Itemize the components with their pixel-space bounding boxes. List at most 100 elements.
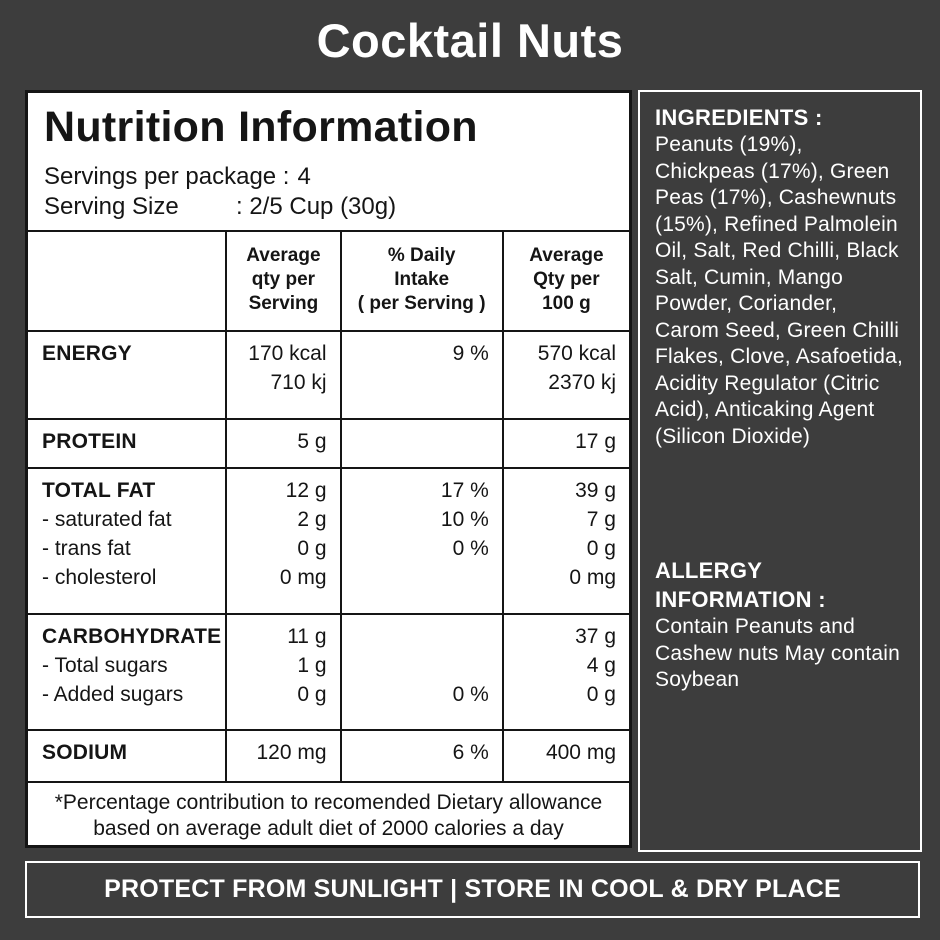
- value-line: 4 g: [586, 654, 616, 677]
- nutrient-subname: - Total sugars: [42, 654, 168, 677]
- value-line: 0 g: [586, 683, 616, 706]
- nutrition-panel: Nutrition Information Servings per packa…: [25, 90, 632, 849]
- value-line: 2 g: [297, 508, 327, 531]
- daily-intake-cell: 17 % 10 % 0 %: [339, 467, 504, 615]
- header-line: Average: [529, 245, 604, 266]
- value-line: 120 mg: [256, 741, 327, 764]
- nutrition-panel-header: Nutrition Information Servings per packa…: [28, 93, 629, 222]
- qty-100g-cell: 37 g 4 g 0 g: [501, 613, 629, 731]
- value-line: 0 g: [297, 683, 327, 706]
- allergy-section: ALLERGY INFORMATION : Contain Peanuts an…: [655, 556, 905, 694]
- header-line: Intake: [394, 269, 450, 290]
- nutrition-heading: Nutrition Information: [44, 103, 478, 151]
- nutrient-subname: - trans fat: [42, 537, 131, 560]
- value-line: 11 g: [287, 625, 327, 648]
- spacer: [289, 162, 297, 192]
- footnote-line: based on average adult diet of 2000 calo…: [93, 817, 564, 840]
- header-line: Serving: [248, 293, 319, 314]
- nutrient-name-cell: PROTEIN: [28, 418, 228, 469]
- servings-per-package-line: Servings per package : 4: [44, 162, 613, 192]
- header-line: Qty per: [533, 269, 600, 290]
- allergy-heading-line: INFORMATION :: [655, 587, 826, 612]
- value-line: 9 %: [452, 342, 489, 365]
- allergy-heading-line: ALLERGY: [655, 558, 763, 583]
- value-line: 0 mg: [279, 566, 327, 589]
- table-row-total-fat: TOTAL FAT - saturated fat - trans fat - …: [28, 467, 629, 615]
- qty-serving-cell: 5 g: [225, 418, 342, 469]
- value-line: [342, 427, 489, 456]
- nutrient-name-cell: ENERGY: [28, 330, 228, 420]
- footnote-cell: *Percentage contribution to recomended D…: [28, 781, 629, 849]
- table-row-protein: PROTEIN 5 g 17 g: [28, 418, 629, 469]
- ingredients-heading: INGREDIENTS :: [655, 105, 823, 130]
- value-line: 7 g: [586, 508, 616, 531]
- value-line: 6 %: [452, 741, 489, 764]
- qty-100g-cell: 17 g: [501, 418, 629, 469]
- value-line: 2370 kj: [548, 371, 616, 394]
- table-row-carbohydrate: CARBOHYDRATE - Total sugars - Added suga…: [28, 613, 629, 731]
- value-line: [342, 651, 489, 680]
- qty-serving-cell: 12 g 2 g 0 g 0 mg: [225, 467, 342, 615]
- nutrient-name-cell: TOTAL FAT - saturated fat - trans fat - …: [28, 467, 228, 615]
- value-line: 570 kcal: [537, 342, 616, 365]
- value-line: 1 g: [297, 654, 327, 677]
- nutrient-name-cell: SODIUM: [28, 729, 228, 783]
- table-row-energy: ENERGY 170 kcal 710 kj 9 % 570 kcal 2370…: [28, 330, 629, 420]
- qty-serving-cell: 170 kcal 710 kj: [225, 330, 342, 420]
- value-line: 0 mg: [569, 566, 616, 589]
- nutrient-name: TOTAL FAT: [42, 479, 156, 502]
- storage-notice-text: PROTECT FROM SUNLIGHT | STORE IN COOL & …: [104, 875, 841, 903]
- nutrition-table: Average qty per Serving % Daily Intake (…: [28, 230, 629, 849]
- qty-100g-cell: 39 g 7 g 0 g 0 mg: [501, 467, 629, 615]
- serving-size-value: : 2/5 Cup (30g): [236, 193, 397, 220]
- nutrient-name: PROTEIN: [42, 430, 137, 453]
- value-line: 17 %: [440, 479, 489, 502]
- value-line: 400 mg: [545, 741, 616, 764]
- nutrient-subname: - saturated fat: [42, 508, 172, 531]
- serving-size-line: Serving Size : 2/5 Cup (30g): [44, 192, 613, 222]
- servings-per-package-label: Servings per package :: [44, 163, 290, 190]
- storage-notice-bar: PROTECT FROM SUNLIGHT | STORE IN COOL & …: [25, 861, 920, 918]
- value-line: 0 %: [452, 683, 489, 706]
- table-footnote-row: *Percentage contribution to recomended D…: [28, 781, 629, 849]
- nutrient-subname: - cholesterol: [42, 566, 157, 589]
- product-title: Cocktail Nuts: [316, 14, 624, 67]
- header-line: Average: [246, 245, 321, 266]
- value-line: [342, 563, 489, 592]
- header-cell-empty: [28, 230, 228, 332]
- serving-size-label: Serving Size: [44, 193, 179, 220]
- header-line: qty per: [251, 269, 316, 290]
- header-line: 100 g: [542, 293, 591, 314]
- nutrient-name-cell: CARBOHYDRATE - Total sugars - Added suga…: [28, 613, 228, 731]
- servings-per-package-value: 4: [297, 163, 311, 190]
- value-line: 0 g: [297, 537, 327, 560]
- value-line: 710 kj: [270, 371, 327, 394]
- value-line: 10 %: [440, 508, 489, 531]
- header-cell-qty-100g: Average Qty per 100 g: [501, 230, 629, 332]
- value-line: [342, 622, 489, 651]
- daily-intake-cell: 6 %: [339, 729, 504, 783]
- value-line: 17 g: [575, 430, 616, 453]
- value-line: 39 g: [575, 479, 616, 502]
- table-row-sodium: SODIUM 120 mg 6 % 400 mg: [28, 729, 629, 783]
- value-line: 0 %: [452, 537, 489, 560]
- qty-serving-cell: 11 g 1 g 0 g: [225, 613, 342, 731]
- value-line: 12 g: [285, 479, 327, 502]
- qty-100g-cell: 570 kcal 2370 kj: [501, 330, 629, 420]
- value-line: 5 g: [297, 430, 327, 453]
- qty-100g-cell: 400 mg: [501, 729, 629, 783]
- nutrient-subname: - Added sugars: [42, 683, 184, 706]
- header-line: % Daily: [387, 245, 456, 266]
- value-line: 170 kcal: [248, 342, 327, 365]
- nutrient-name: CARBOHYDRATE: [42, 625, 222, 648]
- footnote-line: *Percentage contribution to recomended D…: [54, 791, 603, 814]
- header-cell-qty-serving: Average qty per Serving: [225, 230, 342, 332]
- daily-intake-cell: 0 %: [339, 613, 504, 731]
- nutrient-name: SODIUM: [42, 741, 128, 764]
- ingredients-text: Peanuts (19%), Chickpeas (17%), Green Pe…: [655, 133, 903, 448]
- table-header-row: Average qty per Serving % Daily Intake (…: [28, 230, 629, 332]
- header-cell-daily-intake: % Daily Intake ( per Serving ): [339, 230, 504, 332]
- value-line: 37 g: [575, 625, 616, 648]
- allergy-text: Contain Peanuts and Cashew nuts May cont…: [655, 615, 901, 691]
